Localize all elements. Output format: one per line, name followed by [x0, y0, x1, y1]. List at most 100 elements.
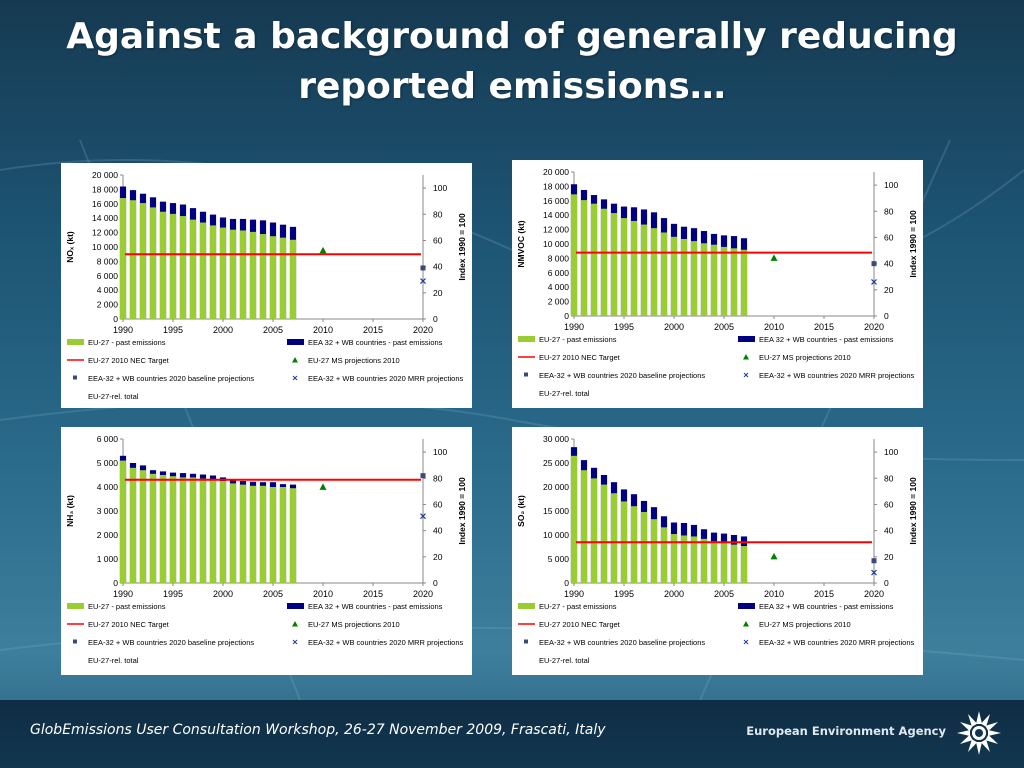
- bar-eu27-2000: [219, 227, 227, 319]
- legend-swatch-eea32: [287, 339, 304, 345]
- y2-tick-label: 80: [884, 473, 894, 483]
- y-tick-label: 14 000: [543, 210, 569, 220]
- bar-eu27-1999: [660, 232, 668, 316]
- bar-eu27-1996: [179, 216, 187, 319]
- x-tick-label: 2005: [714, 322, 734, 332]
- nox-chart: 0 2 000 4 000 6 000 8 000 10 000 12 000 14 000 1…: [65, 170, 467, 401]
- mrr-2020-marker: [420, 278, 426, 284]
- x-tick-label: 1995: [163, 589, 183, 599]
- bar-eu27-1997: [640, 511, 648, 583]
- bar-eu27-2002: [239, 230, 247, 319]
- y2-tick-label: 40: [433, 526, 443, 536]
- ms-projection-marker: [770, 552, 778, 560]
- bar-eu27-2004: [259, 234, 267, 319]
- legend-swatch-baseline: [73, 375, 77, 380]
- x-tick-label: 1995: [163, 325, 183, 335]
- legend-label-eu27: EU-27 - past emissions: [539, 602, 617, 611]
- legend-swatch-eu27: [67, 603, 84, 609]
- bar-eu27-1996: [630, 506, 638, 583]
- agency-name: European Environment Agency: [746, 724, 946, 738]
- y2-tick-label: 60: [884, 232, 894, 242]
- chart-panel-so2: 0 5 000 10 000 15 000 20 000 25 000 30 000 0 20 4…: [512, 427, 923, 675]
- legend-swatch-eu27: [67, 339, 84, 345]
- y2-tick-label: 60: [433, 235, 443, 245]
- eea-logo-icon: [957, 711, 1001, 755]
- bar-eu27-1999: [209, 225, 217, 319]
- bar-eu27-2003: [249, 485, 257, 583]
- y-tick-label: 4 000: [548, 282, 570, 292]
- legend-label-baseline: EEA-32 + WB countries 2020 baseline proj…: [88, 374, 254, 383]
- legend-label-ms: EU-27 MS projections 2010: [759, 353, 851, 362]
- x-tick-label: 1990: [564, 589, 584, 599]
- bar-eu27-2002: [690, 241, 698, 316]
- legend-swatch-baseline: [524, 372, 528, 377]
- y-axis-label: NOₓ (kt): [65, 231, 75, 263]
- legend-label-baseline: EEA-32 + WB countries 2020 baseline proj…: [539, 638, 705, 647]
- bar-eu27-2007: [740, 249, 748, 316]
- bar-eu27-2002: [239, 484, 247, 583]
- y2-tick-label: 0: [433, 314, 438, 324]
- bar-eu27-2007: [289, 488, 297, 583]
- x-tick-label: 2020: [864, 589, 884, 599]
- bar-eu27-2006: [730, 544, 738, 583]
- bar-eu27-2006: [279, 487, 287, 583]
- bar-eu27-2004: [259, 485, 267, 583]
- bar-eu27-1998: [199, 222, 207, 319]
- legend-label-eu27: EU-27 - past emissions: [88, 338, 166, 347]
- y-tick-label: 20 000: [543, 167, 569, 177]
- bar-eu27-1991: [129, 467, 137, 583]
- bar-eu27-1990: [119, 460, 127, 583]
- x-tick-label: 2010: [764, 589, 784, 599]
- y-tick-label: 4 000: [97, 482, 119, 492]
- x-tick-label: 2015: [814, 322, 834, 332]
- y-tick-label: 18 000: [543, 181, 569, 191]
- legend-label-mrr: EEA-32 + WB countries 2020 MRR projectio…: [308, 374, 464, 383]
- slide-title-line-1: Against a background of generally reduci…: [66, 16, 958, 57]
- x-tick-label: 2000: [664, 589, 684, 599]
- mrr-2020-marker: [871, 279, 877, 285]
- y-tick-label: 8 000: [97, 256, 119, 266]
- y-tick-label: 2 000: [548, 297, 570, 307]
- y2-axis-label: Index 1990 = 100: [457, 477, 467, 545]
- legend-swatch-eea32: [738, 336, 755, 342]
- x-tick-label: 2010: [313, 325, 333, 335]
- x-tick-label: 2015: [814, 589, 834, 599]
- legend-label-ms: EU-27 MS projections 2010: [308, 356, 400, 365]
- y2-tick-label: 100: [433, 183, 447, 193]
- x-tick-label: 1995: [614, 322, 634, 332]
- x-tick-label: 2010: [764, 322, 784, 332]
- bar-eu27-1994: [610, 493, 618, 583]
- y-tick-label: 16 000: [92, 199, 118, 209]
- x-tick-label: 2005: [714, 589, 734, 599]
- y2-tick-label: 20: [884, 285, 894, 295]
- y2-tick-label: 20: [433, 288, 443, 298]
- bar-eu27-1997: [189, 477, 197, 583]
- legend-swatch-eea32: [738, 603, 755, 609]
- x-tick-label: 2015: [363, 325, 383, 335]
- bar-eu27-2005: [720, 543, 728, 583]
- y2-tick-label: 20: [433, 552, 443, 562]
- bar-eu27-2004: [710, 244, 718, 316]
- y2-tick-label: 60: [433, 499, 443, 509]
- bar-eu27-1995: [620, 218, 628, 316]
- y2-axis-label: Index 1990 = 100: [457, 213, 467, 281]
- bar-eu27-1992: [139, 470, 147, 583]
- legend-swatch-eu27: [518, 603, 535, 609]
- y-tick-label: 12 000: [92, 228, 118, 238]
- bar-eu27-1991: [129, 200, 137, 319]
- bar-eu27-1998: [650, 228, 658, 316]
- y2-tick-label: 80: [884, 206, 894, 216]
- y2-tick-label: 40: [433, 262, 443, 272]
- bar-eu27-1993: [600, 484, 608, 583]
- mrr-2020-marker: [420, 513, 426, 520]
- bar-eu27-2004: [710, 541, 718, 583]
- y-tick-label: 18 000: [92, 184, 118, 194]
- y-tick-label: 20 000: [543, 482, 569, 492]
- x-tick-label: 2020: [413, 589, 433, 599]
- bar-eu27-1996: [630, 220, 638, 316]
- footer-bar: GlobEmissions User Consultation Workshop…: [0, 700, 1024, 768]
- legend-swatch-ms: [292, 621, 298, 627]
- legend-label-ms: EU-27 MS projections 2010: [308, 620, 400, 629]
- bar-eu27-2005: [720, 246, 728, 316]
- bar-eu27-2001: [680, 535, 688, 583]
